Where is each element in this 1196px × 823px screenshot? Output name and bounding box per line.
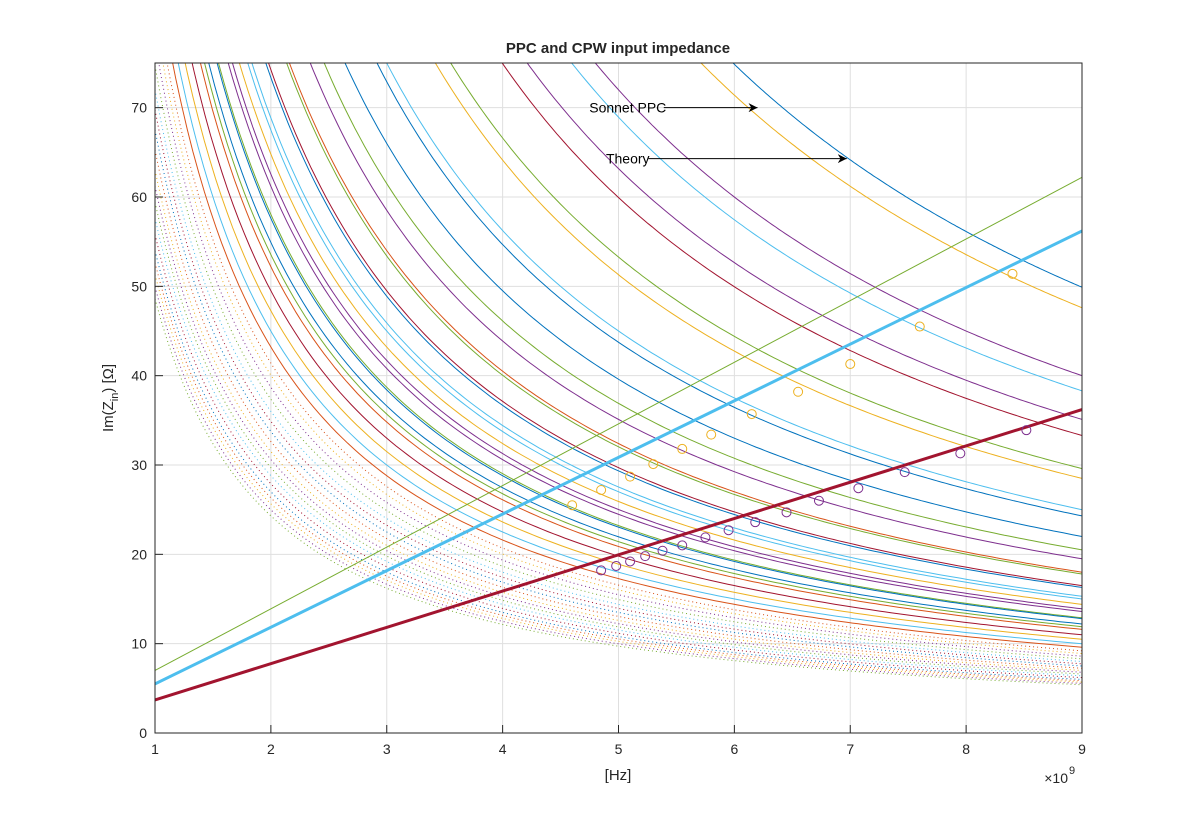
annotation-label: Theory [606, 151, 650, 167]
y-label-tail: ) [Ω] [100, 364, 117, 393]
intersection-marker [640, 551, 651, 562]
dotted-curve [155, 286, 1082, 684]
theory-curve [344, 63, 1082, 537]
dotted-curve [155, 218, 1082, 677]
sonnet-ppc-curve [700, 63, 1082, 309]
sonnet-ppc-curve [268, 63, 1082, 587]
intersection-marker [746, 409, 757, 420]
sonnet-ppc-curve [501, 63, 1082, 436]
x-tick-label: 3 [383, 741, 391, 757]
intersection-marker [625, 471, 636, 482]
theory-curve [216, 63, 1082, 620]
sonnet-ppc-curve [227, 63, 1082, 612]
intersection-marker [813, 495, 824, 506]
intersection-marker [723, 525, 734, 536]
intersection-marker [899, 467, 910, 478]
theory-curve [309, 63, 1082, 560]
y-tick-label: 50 [131, 278, 147, 294]
theory-curve [286, 63, 1082, 575]
chart-title: PPC and CPW input impedance [506, 40, 730, 57]
y-tick-label: 20 [131, 546, 147, 562]
theory-curve [231, 63, 1082, 610]
intersection-marker [706, 429, 717, 440]
sonnet-ppc-curve [376, 63, 1082, 517]
intersection-marker [853, 483, 864, 494]
sonnet-ppc-curve [208, 63, 1082, 625]
intersection-marker [657, 545, 668, 556]
sonnet-ppc-curve [288, 63, 1082, 573]
sonnet-ppc-curve [177, 63, 1082, 645]
x-tick-label: 6 [730, 741, 738, 757]
theory-curve [594, 63, 1082, 377]
intersection-marker [1021, 425, 1032, 436]
dotted-curve [155, 89, 1082, 662]
sonnet-ppc-curve [251, 63, 1082, 597]
y-label-main: Im(Z [100, 401, 117, 432]
dotted-curve [155, 298, 1082, 686]
intersection-marker [1007, 268, 1018, 279]
theory-curve [526, 63, 1082, 420]
x-tick-label: 1 [151, 741, 159, 757]
sonnet-ppc-curve [191, 63, 1082, 636]
intersection-marker [914, 321, 925, 332]
sonnet-ppc-curve [434, 63, 1082, 479]
theory-curve [386, 63, 1082, 511]
intersection-marker [596, 485, 607, 496]
y-tick-label: 60 [131, 189, 147, 205]
x-tick-label: 5 [615, 741, 623, 757]
y-tick-label: 70 [131, 100, 147, 116]
intersection-marker [677, 540, 688, 551]
theory-curve [265, 63, 1082, 588]
cpw-impedance-line [155, 176, 1082, 671]
x-exponent-base: ×10 [1044, 770, 1068, 786]
intersection-marker [955, 448, 966, 459]
sonnet-ppc-curve [217, 63, 1082, 619]
theory-curve [247, 63, 1082, 600]
intersection-marker [700, 532, 711, 543]
sonnet-ppc-curve [571, 63, 1082, 392]
x-tick-label: 4 [499, 741, 507, 757]
intersection-marker [793, 386, 804, 397]
cpw-impedance-line [155, 408, 1082, 702]
theory-curve [450, 63, 1082, 470]
dotted-curve [155, 262, 1082, 682]
x-tick-label: 8 [962, 741, 970, 757]
intersection-marker [845, 359, 856, 370]
annotation-label: Sonnet PPC [589, 100, 666, 116]
intersection-marker [677, 443, 688, 454]
y-tick-label: 0 [139, 725, 147, 741]
x-tick-label: 2 [267, 741, 275, 757]
marker-layer [567, 268, 1032, 576]
y-tick-label: 10 [131, 636, 147, 652]
annotation-layer: Sonnet PPC Theory [589, 100, 847, 167]
dotted-curve [155, 186, 1082, 673]
sonnet-ppc-curve [238, 63, 1082, 605]
intersection-marker [596, 565, 607, 576]
intersection-marker [611, 560, 622, 571]
y-label-subscript: in [109, 393, 121, 402]
y-axis-label: Im(Zin) [Ω] [100, 364, 121, 432]
x-exponent-power: 9 [1069, 765, 1075, 777]
sonnet-ppc-curve [184, 63, 1082, 640]
x-axis-exponent: ×10 9 [1044, 765, 1075, 786]
intersection-marker [625, 556, 636, 567]
sonnet-ppc-curve [172, 63, 1082, 648]
intersection-marker [750, 517, 761, 528]
intersection-marker [781, 507, 792, 518]
x-tick-label: 9 [1078, 741, 1086, 757]
tick-layer: 1 2 3 4 5 6 7 8 9 0 10 20 30 40 50 60 70 [131, 100, 1086, 757]
x-axis-label: [Hz] [605, 767, 632, 784]
x-tick-label: 7 [846, 741, 854, 757]
y-tick-label: 30 [131, 457, 147, 473]
cpw-impedance-line [155, 229, 1082, 686]
theory-curve [732, 63, 1082, 288]
sonnet-ppc-curve [323, 63, 1082, 551]
y-tick-label: 40 [131, 368, 147, 384]
series-layer [155, 63, 1082, 702]
sonnet-ppc-curve [199, 63, 1082, 630]
intersection-marker [567, 500, 578, 511]
dotted-curve [155, 250, 1082, 680]
intersection-marker [648, 459, 659, 470]
